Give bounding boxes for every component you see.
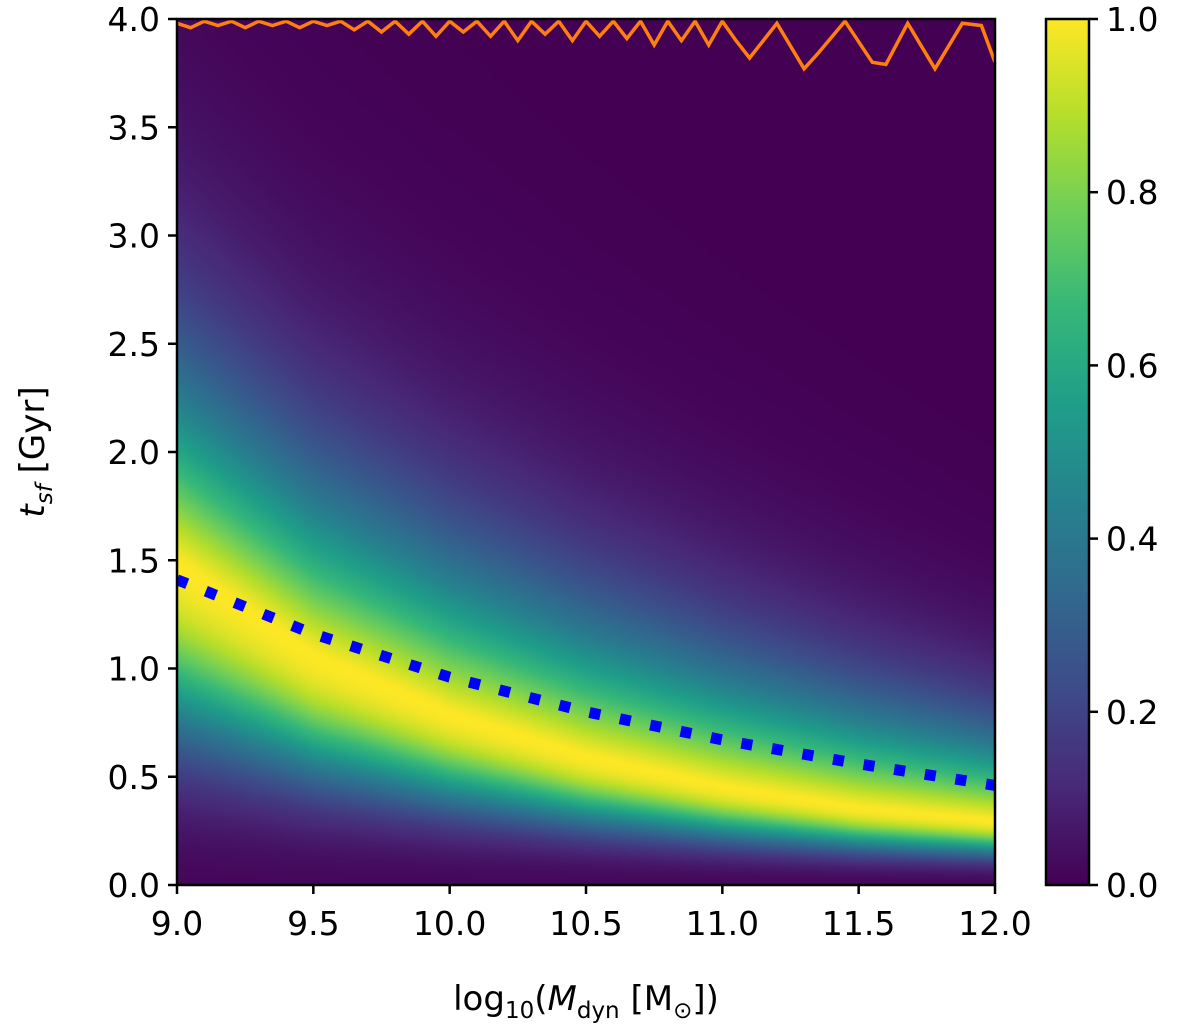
colorbar-tick-label: 1.0 [1106, 0, 1158, 39]
x-tick-label: 11.5 [822, 904, 895, 943]
y-tick-label: 4.0 [108, 0, 160, 39]
x-tick-label: 10.5 [549, 904, 622, 943]
x-axis-label: log10(Mdyn [M⊙]) [453, 979, 719, 1024]
y-tick-label: 2.5 [108, 325, 160, 364]
colorbar-gradient [1046, 19, 1089, 885]
x-tick-label: 10.0 [413, 904, 486, 943]
series-layer [177, 19, 995, 791]
colorbar-tick-label: 0.0 [1106, 866, 1158, 905]
y-tick-label: 1.5 [108, 541, 160, 580]
colorbar-tick-label: 0.6 [1106, 346, 1158, 385]
colorbar-tick-label: 0.2 [1106, 693, 1158, 732]
colorbar-tick-label: 0.4 [1106, 520, 1158, 559]
y-tick-label: 3.0 [108, 217, 160, 256]
colorbar: 0.0 0.2 0.4 0.6 0.8 1.0 [1044, 0, 1158, 905]
colorbar-frame [1044, 17, 1091, 887]
heatmap-image [177, 19, 995, 885]
y-tick-label: 1.0 [108, 650, 160, 689]
x-tick-label: 12.0 [958, 904, 1031, 943]
y-tick-label: 2.0 [108, 433, 160, 472]
y-tick-label: 3.5 [108, 108, 160, 147]
x-tick-label: 9.5 [287, 904, 339, 943]
y-axis-label: tsf [Gyr] [13, 386, 58, 517]
y-tick-label: 0.5 [108, 758, 160, 797]
x-axis: 9.0 9.5 10.0 10.5 11.0 11.5 12.0 [151, 885, 1032, 943]
colorbar-tick-label: 0.8 [1106, 173, 1158, 212]
colorbar-ticks: 0.0 0.2 0.4 0.6 0.8 1.0 [1089, 0, 1158, 905]
x-tick-label: 11.0 [686, 904, 759, 943]
y-tick-label: 0.0 [108, 866, 160, 905]
x-tick-label: 9.0 [151, 904, 203, 943]
y-axis: 0.0 0.5 1.0 1.5 2.0 2.5 3.0 3.5 4.0 [108, 0, 177, 905]
solid-series-line [177, 19, 995, 73]
plot-area [175, 17, 997, 887]
